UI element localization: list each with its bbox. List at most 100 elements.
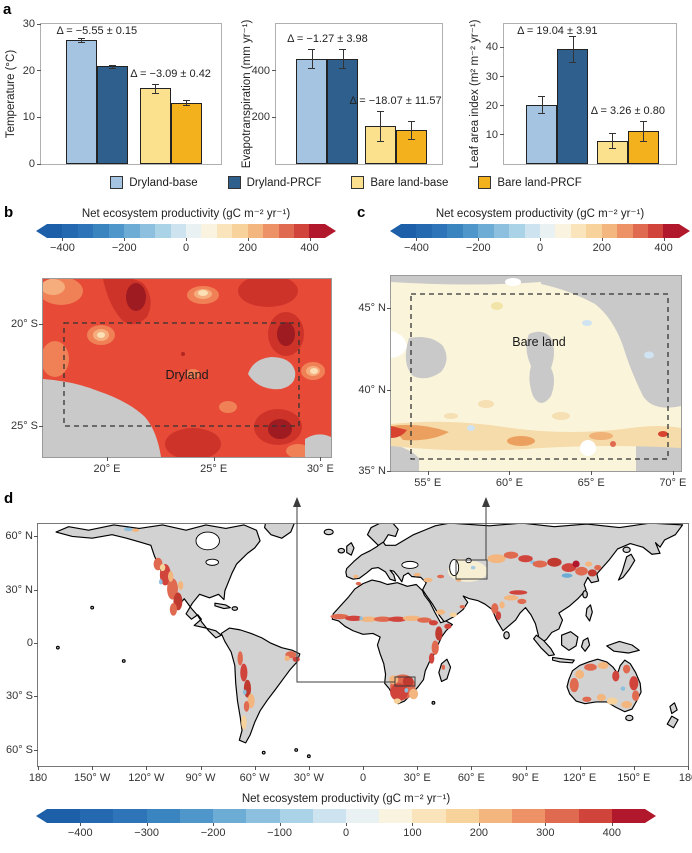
colorbar-segment	[139, 224, 156, 238]
colorbar-segment	[524, 224, 540, 238]
colorbar-segment	[379, 809, 413, 823]
colorbar-segment	[232, 224, 248, 238]
colorbar-tick-mark	[346, 823, 347, 826]
x-tick-mark	[254, 766, 256, 770]
colorbar-segment	[77, 224, 94, 238]
bar-dryland-prcf	[96, 66, 128, 164]
legend-item: Dryland-base	[110, 176, 198, 189]
y-tick-mark	[39, 324, 43, 325]
y-tick-mark	[387, 389, 391, 391]
colorbar-right-arrow	[679, 224, 690, 238]
bar-dryland-prcf	[327, 58, 359, 164]
colorbar-tick-label: 0	[342, 827, 350, 839]
colorbar-segment	[586, 224, 602, 238]
legend-label: Dryland-PRCF	[246, 176, 322, 189]
colorbar-segment	[617, 224, 633, 238]
delta-label: Δ = −1.27 ± 3.98	[287, 32, 368, 45]
colorbar-tick-label: 200	[592, 242, 611, 254]
colorbar-segment	[201, 224, 217, 238]
error-bar-cap	[538, 96, 546, 98]
error-bar-cap	[108, 67, 116, 69]
y-tick-mark	[34, 749, 38, 751]
legend-item: Bare land-base	[351, 176, 448, 189]
error-bar-cap	[339, 49, 347, 51]
x-tick-label: 30° W	[293, 772, 324, 784]
x-tick-mark	[320, 457, 322, 461]
colorbar-segment	[462, 224, 479, 238]
error-bar-cap	[182, 105, 190, 107]
colorbar-right-arrow	[325, 224, 336, 238]
error-bar-cap	[608, 148, 616, 150]
dryland-map-svg: Dryland	[43, 279, 331, 457]
legend-swatch-dryland-prcf	[227, 176, 241, 189]
panel-a-label: a	[3, 1, 12, 18]
colorbar-segment	[345, 809, 380, 823]
error-bar	[612, 133, 614, 149]
y-tick-mark	[34, 536, 38, 538]
x-tick-mark	[92, 766, 94, 770]
colorbar-tick-label: −200	[465, 242, 491, 254]
legend-label: Dryland-base	[129, 176, 198, 189]
evapotranspiration-bar-chart: Evapotranspiration (mm yr⁻¹) 200 400 Δ = −…	[241, 20, 443, 168]
colorbar-ticks: −400 −200 0 200 400	[401, 238, 679, 255]
y-tick-label: 0	[26, 636, 33, 649]
colorbar-tick-label: −100	[267, 827, 292, 839]
x-tick-mark	[525, 766, 527, 770]
y-tick-label: 30	[485, 70, 498, 83]
error-bar-cap	[608, 133, 616, 135]
colorbar-tick-mark	[186, 238, 187, 241]
colorbar-tick-label: 400	[300, 242, 319, 254]
legend-label: Bare land-base	[370, 176, 449, 189]
y-tick-label: 0	[28, 158, 35, 170]
world-map-svg	[38, 524, 688, 766]
error-bar	[411, 121, 413, 140]
colorbar-tick-mark	[663, 238, 665, 241]
colorbar-tick-mark	[601, 238, 603, 241]
y-tick-label: 60° S	[5, 743, 33, 756]
y-tick-label: 30° S	[5, 690, 33, 703]
x-tick-label: 60° E	[457, 772, 485, 784]
legend-item: Bare land-PRCF	[478, 176, 582, 189]
error-bar	[380, 110, 382, 142]
error-bar	[112, 64, 114, 68]
error-bar	[155, 84, 157, 93]
bar-bare-land-prcf	[627, 131, 659, 164]
error-bar-cap	[407, 121, 415, 123]
colorbar-segment	[263, 224, 279, 238]
x-tick-label: 60° W	[239, 772, 270, 784]
x-tick-mark	[672, 471, 674, 475]
y-tick-label: 60° N	[5, 530, 33, 543]
colorbar-segment	[478, 224, 494, 238]
colorbar-segment	[632, 224, 648, 238]
x-tick-mark	[146, 766, 148, 770]
colorbar-segment	[412, 809, 446, 823]
colorbar-tick-label: 100	[403, 827, 422, 839]
colorbar-segment	[512, 809, 546, 823]
colorbar-segment	[216, 224, 233, 238]
error-bar-cap	[639, 141, 647, 143]
colorbar-segment	[246, 809, 280, 823]
y-tick-label: 10	[485, 128, 498, 141]
y-tick-label: 30	[22, 18, 35, 30]
delta-label: Δ = −18.07 ± 11.57	[349, 94, 442, 107]
x-tick-label: 0	[359, 772, 367, 784]
dryland-region-box	[63, 322, 300, 427]
colorbar-d-title: Net ecosystem productivity (gC m⁻² yr⁻¹)	[241, 793, 451, 805]
error-bar	[643, 121, 645, 142]
y-tick-mark	[39, 426, 43, 428]
colorbar-segment	[113, 809, 147, 823]
colorbar-segment	[179, 809, 214, 823]
colorbar-left-arrow	[36, 809, 47, 823]
colorbar-tick-label: −400	[67, 827, 93, 839]
colorbar-ticks: −400 −200 0 200 400	[47, 238, 325, 255]
x-tick-mark	[213, 457, 215, 461]
leaf-area-index-bar-chart: Leaf area index (m² m⁻² yr⁻¹) 10 20 30 40 Δ …	[469, 20, 677, 168]
x-tick-mark	[363, 766, 364, 770]
colorbar-segment	[47, 809, 81, 823]
error-bar-cap	[569, 62, 577, 64]
global-nep-map: 180 150° W 120° W 90° W 60° W 30° W 0 30° E 60° …	[5, 523, 692, 784]
x-tick-label: 120° E	[563, 772, 597, 784]
error-bar-cap	[151, 84, 159, 86]
colorbar-tick-label: 400	[602, 827, 621, 839]
colorbar-segment	[80, 809, 114, 823]
